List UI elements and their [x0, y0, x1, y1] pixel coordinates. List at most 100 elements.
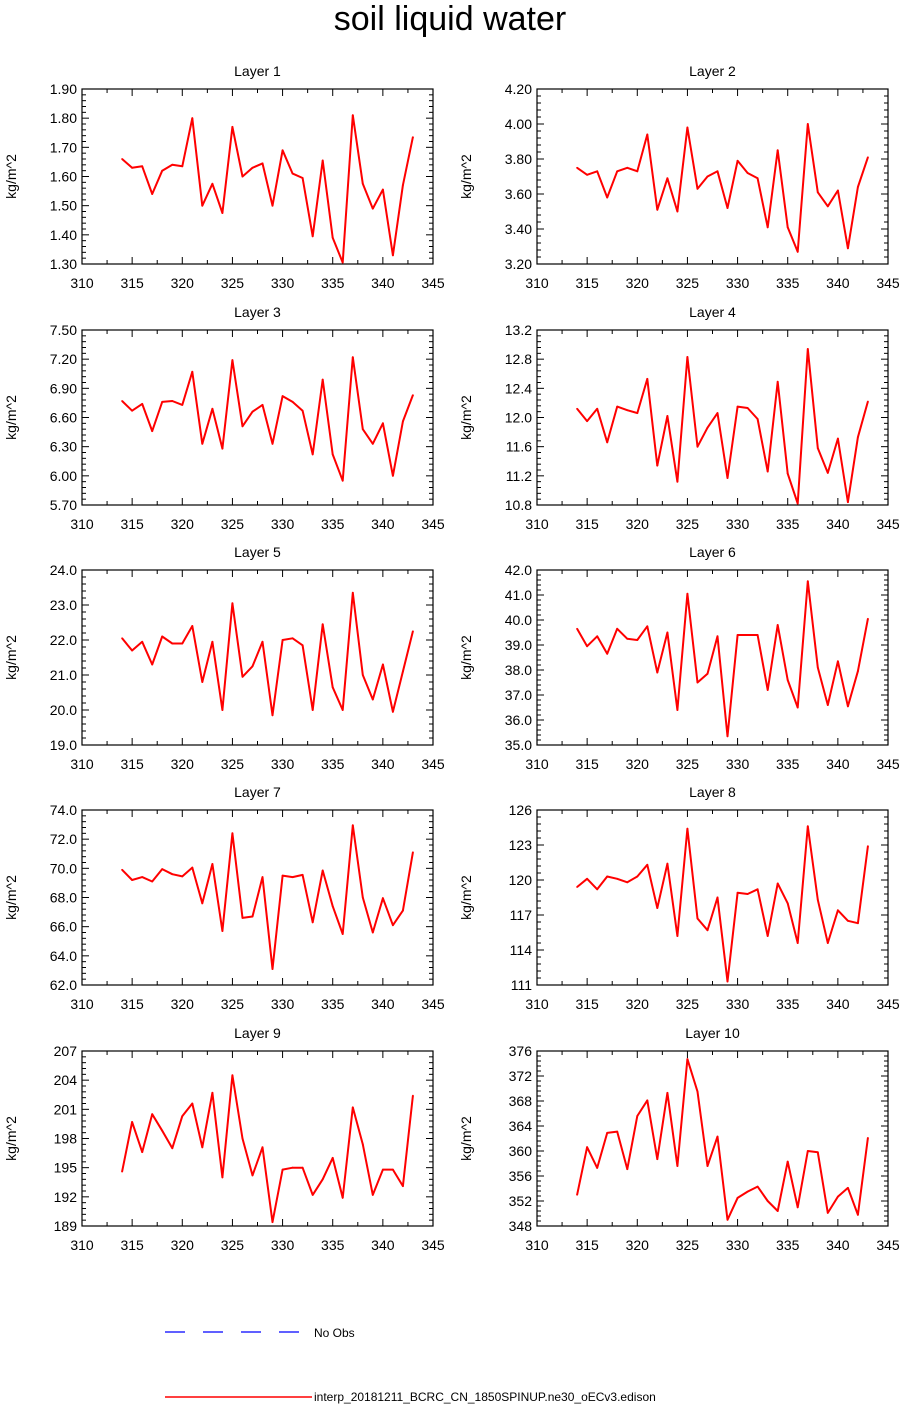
- y-tick-label: 201: [54, 1101, 78, 1117]
- y-tick-label: 126: [509, 802, 533, 818]
- legend: No Obs interp_20181211_BCRC_CN_1850SPINU…: [165, 1326, 656, 1404]
- x-tick-label: 330: [271, 996, 295, 1012]
- data-point: [847, 705, 849, 708]
- data-point: [756, 418, 759, 420]
- data-point: [726, 735, 729, 738]
- y-tick-label: 10.8: [505, 497, 532, 513]
- panel-title: Layer 4: [689, 304, 736, 320]
- y-tick-label: 1.30: [50, 256, 77, 272]
- y-axis-label: kg/m^2: [3, 1116, 19, 1161]
- data-point: [281, 395, 284, 397]
- x-tick-label: 310: [525, 1237, 549, 1253]
- data-point: [616, 627, 619, 630]
- x-tick-label: 330: [726, 275, 750, 291]
- x-tick-label: 330: [726, 996, 750, 1012]
- y-tick-label: 7.50: [50, 322, 77, 338]
- y-tick-label: 111: [511, 977, 532, 993]
- data-point: [341, 709, 344, 711]
- y-tick-label: 372: [509, 1068, 533, 1084]
- data-point: [656, 464, 659, 467]
- data-point: [382, 663, 384, 666]
- data-point: [291, 1166, 294, 1169]
- data-point: [331, 453, 334, 456]
- data-point: [857, 1213, 859, 1216]
- data-point: [201, 204, 204, 207]
- data-point: [847, 1187, 849, 1189]
- x-tick-label: 315: [120, 1237, 144, 1253]
- y-tick-label: 195: [54, 1160, 78, 1176]
- data-point: [806, 123, 809, 125]
- data-point: [776, 882, 779, 885]
- data-point: [706, 929, 709, 932]
- x-tick-label: 330: [271, 275, 295, 291]
- data-point: [666, 177, 669, 180]
- data-point: [786, 679, 789, 681]
- x-tick-label: 310: [70, 756, 94, 772]
- y-tick-label: 42.0: [505, 562, 532, 578]
- y-tick-label: 1.90: [50, 81, 77, 97]
- data-point: [867, 845, 869, 848]
- panel-title: Layer 10: [685, 1025, 740, 1041]
- data-point: [746, 893, 749, 895]
- data-point: [706, 426, 709, 429]
- data-point: [291, 172, 294, 175]
- y-tick-label: 376: [509, 1043, 533, 1059]
- panel-title: Layer 2: [689, 63, 736, 79]
- data-point: [301, 177, 304, 179]
- x-tick-label: 310: [525, 996, 549, 1012]
- data-point: [371, 442, 374, 445]
- data-point: [656, 671, 659, 674]
- data-point: [351, 114, 354, 117]
- data-point: [857, 922, 859, 925]
- data-point: [596, 888, 599, 891]
- y-axis-label: kg/m^2: [458, 395, 474, 440]
- data-point: [656, 208, 659, 211]
- data-point: [412, 851, 414, 854]
- x-tick-label: 345: [876, 275, 900, 291]
- data-point: [221, 447, 224, 450]
- data-point: [281, 639, 284, 641]
- x-tick-label: 345: [421, 996, 445, 1012]
- chart-panels: Layer 1 310 315 320 325 330 335 340 345 1.30 1.40 1…: [3, 63, 900, 1253]
- data-point: [626, 637, 629, 640]
- data-point: [847, 501, 849, 503]
- data-point: [806, 348, 809, 350]
- data-point: [392, 254, 394, 257]
- x-tick-label: 325: [676, 1237, 700, 1253]
- x-tick-label: 340: [371, 996, 395, 1012]
- data-point: [181, 875, 184, 878]
- series-line: [576, 825, 869, 983]
- data-point: [756, 1185, 759, 1188]
- data-point: [351, 591, 354, 594]
- x-tick-label: 335: [321, 1237, 345, 1253]
- series-line: [121, 356, 414, 482]
- data-point: [716, 412, 719, 414]
- data-point: [291, 876, 294, 878]
- data-point: [776, 624, 779, 626]
- y-axis-label: kg/m^2: [458, 154, 474, 199]
- data-point: [211, 182, 214, 185]
- x-tick-label: 335: [776, 516, 800, 532]
- data-point: [261, 1146, 264, 1149]
- data-point: [201, 902, 204, 905]
- y-tick-label: 40.0: [505, 612, 532, 628]
- x-tick-label: 325: [221, 756, 245, 772]
- data-point: [121, 868, 123, 871]
- y-tick-label: 368: [509, 1093, 533, 1109]
- x-tick-label: 340: [371, 1237, 395, 1253]
- x-tick-label: 315: [575, 996, 599, 1012]
- data-point: [826, 1212, 829, 1214]
- data-point: [746, 172, 749, 174]
- data-point: [696, 681, 699, 684]
- x-tick-label: 335: [776, 275, 800, 291]
- data-point: [576, 886, 578, 888]
- x-tick-label: 315: [575, 516, 599, 532]
- plot-frame: [536, 809, 889, 986]
- panel-title: Layer 7: [234, 784, 281, 800]
- x-tick-label: 310: [525, 275, 549, 291]
- data-point: [696, 445, 699, 448]
- data-point: [151, 663, 154, 666]
- data-point: [596, 635, 599, 638]
- data-point: [706, 672, 709, 675]
- data-point: [776, 149, 779, 152]
